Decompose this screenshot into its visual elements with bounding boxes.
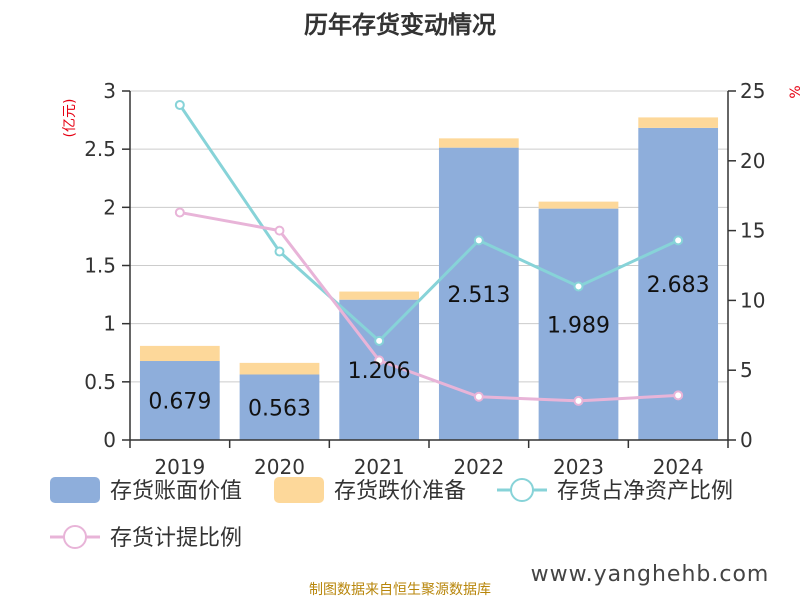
bar-data-label: 0.679	[148, 390, 211, 415]
point-存货占净资产比例	[573, 281, 584, 292]
x-tick-label: 2019	[154, 455, 205, 479]
data-source-note: 制图数据来自恒生聚源数据库	[309, 582, 491, 598]
x-tick-label: 2021	[354, 455, 405, 479]
point-存货计提比例	[274, 225, 285, 236]
point-存货计提比例	[374, 355, 385, 366]
right-tick-label: 10	[740, 288, 765, 312]
point-存货占净资产比例	[274, 246, 285, 257]
x-tick-label: 2020	[254, 455, 305, 479]
legend-label: 存货计提比例	[110, 526, 242, 551]
left-tick-label: 3	[103, 79, 116, 103]
line-存货计提比例	[179, 210, 679, 403]
right-tick-label: 0	[740, 428, 753, 452]
left-tick-label: 2	[103, 195, 116, 219]
x-tick-label: 2024	[653, 455, 704, 479]
bar-存货账面价值	[139, 361, 220, 440]
left-tick-label: 2.5	[84, 137, 116, 161]
legend-swatch	[50, 477, 100, 503]
bar-存货跌价准备	[538, 201, 619, 209]
point-存货计提比例	[473, 391, 484, 402]
bar-存货跌价准备	[139, 345, 220, 362]
legend-marker	[63, 525, 87, 549]
left-tick-label: 1.5	[84, 254, 116, 278]
bar-存货跌价准备	[438, 138, 519, 148]
point-存货计提比例	[573, 395, 584, 406]
point-存货占净资产比例	[174, 99, 185, 110]
chart-title: 历年存货变动情况	[304, 11, 496, 39]
point-存货占净资产比例	[473, 235, 484, 246]
bar-data-label: 2.683	[647, 273, 710, 298]
right-tick-label: 20	[740, 149, 765, 173]
bar-data-label: 1.989	[547, 313, 610, 338]
bar-存货跌价准备	[638, 117, 719, 128]
x-tick-label: 2023	[553, 455, 604, 479]
left-tick-label: 1	[103, 312, 116, 336]
legend-label: 存货账面价值	[110, 479, 242, 504]
legend-label: 存货占净资产比例	[557, 479, 733, 504]
bar-data-label: 1.206	[348, 359, 411, 384]
point-存货占净资产比例	[374, 335, 385, 346]
bar-存货账面价值	[239, 374, 320, 440]
legend-swatch	[274, 477, 324, 503]
right-tick-label: 5	[740, 358, 753, 382]
bar-存货账面价值	[438, 147, 519, 440]
legend-marker	[510, 478, 534, 502]
legend-label: 存货跌价准备	[334, 479, 466, 504]
bar-data-label: 2.513	[447, 283, 510, 308]
left-tick-label: 0.5	[84, 370, 116, 394]
bar-data-label: 0.563	[248, 396, 311, 421]
left-tick-label: 0	[103, 428, 116, 452]
bar-存货账面价值	[638, 127, 719, 440]
point-存货计提比例	[174, 207, 185, 218]
bar-存货跌价准备	[239, 362, 320, 375]
bar-存货跌价准备	[339, 291, 420, 300]
point-存货计提比例	[673, 390, 684, 401]
watermark: www.yanghehb.com	[531, 562, 770, 587]
right-tick-label: 15	[740, 219, 765, 243]
point-存货占净资产比例	[673, 235, 684, 246]
right-tick-label: 25	[740, 79, 765, 103]
right-axis-label: %	[788, 85, 800, 98]
left-axis-label: (亿元)	[62, 99, 78, 138]
x-tick-label: 2022	[453, 455, 504, 479]
